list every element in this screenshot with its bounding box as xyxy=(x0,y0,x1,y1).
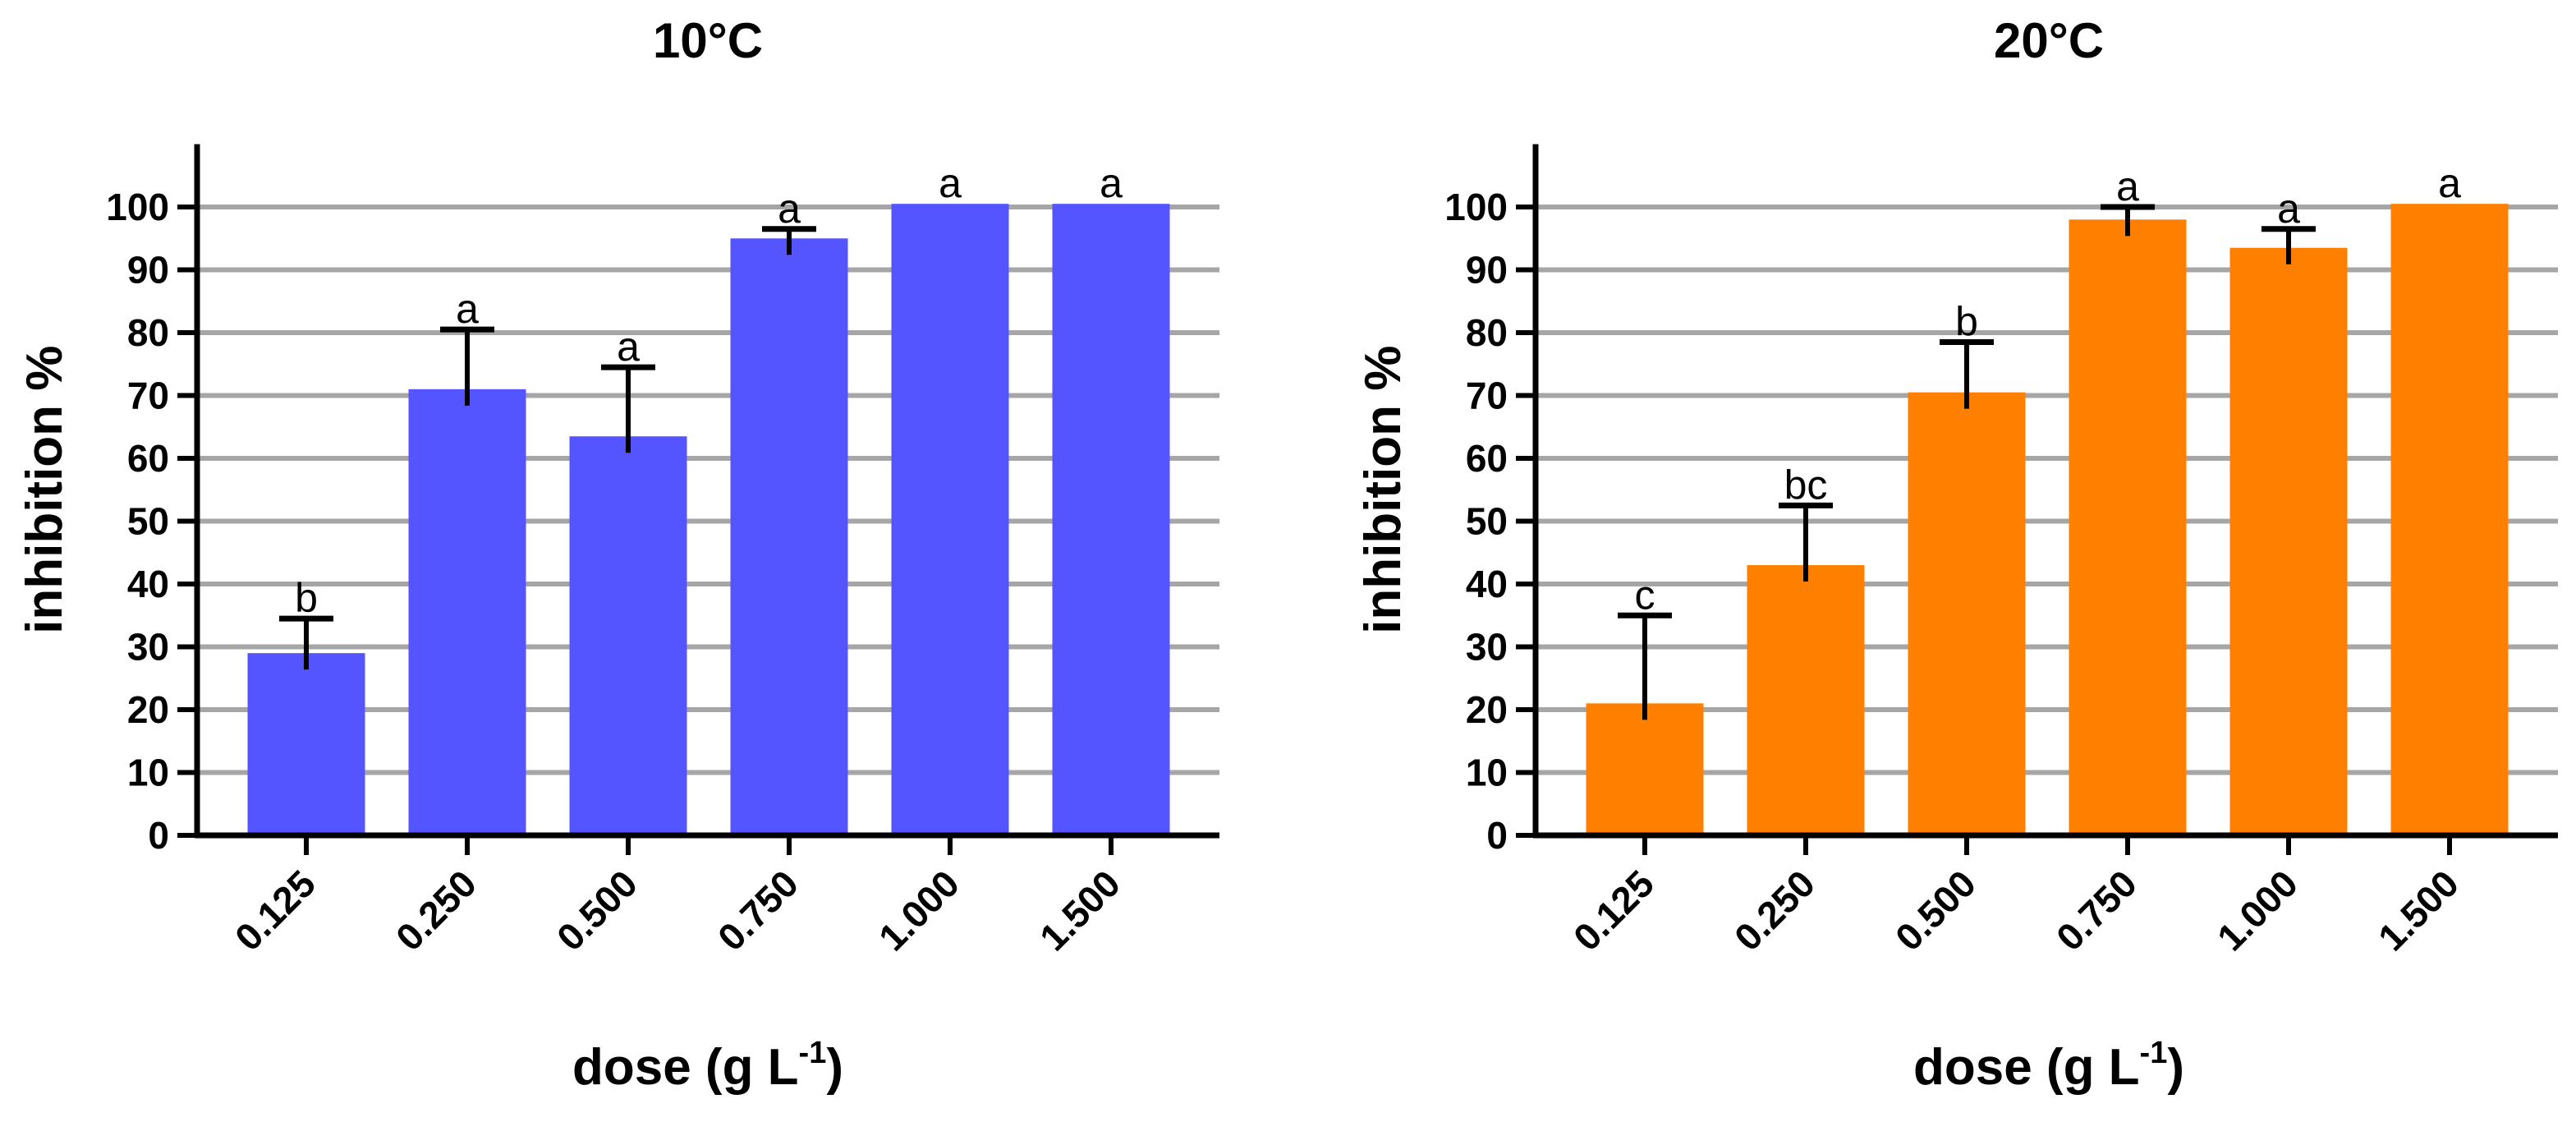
panel-20c: 20°C 0 10 20 30 40 50 60 70 80 90 100 c 0.125 bc 0.250 b… xyxy=(1355,13,2558,1096)
bar xyxy=(2390,204,2509,836)
significance-letter: a xyxy=(939,160,962,206)
x-axis-label-main: dose (g L xyxy=(572,1039,799,1096)
x-tick-label: 0.500 xyxy=(549,862,645,959)
y-axis-label: inhibition % xyxy=(16,346,73,634)
x-axis-label-close: ) xyxy=(826,1039,843,1096)
bar xyxy=(1586,703,1704,835)
y-axis-label: inhibition % xyxy=(1355,346,1412,634)
x-axis-label-main: dose (g L xyxy=(1913,1039,2140,1096)
x-tick-label: 0.250 xyxy=(388,862,484,959)
x-tick-label: 0.250 xyxy=(1726,862,1823,959)
y-tick-label: 50 xyxy=(127,500,169,543)
y-tick-label: 50 xyxy=(1466,500,1508,543)
x-tick-label: 0.750 xyxy=(709,862,806,959)
y-tick-label: 0 xyxy=(148,814,169,857)
y-tick-label: 10 xyxy=(127,752,169,794)
significance-letter: a xyxy=(1100,160,1123,206)
x-tick-label: 1.000 xyxy=(870,862,967,959)
y-tick-label: 10 xyxy=(1466,752,1508,794)
y-tick-label: 30 xyxy=(127,626,169,669)
y-tick-label: 40 xyxy=(1466,563,1508,605)
bar xyxy=(1052,204,1170,836)
significance-letter: a xyxy=(778,186,801,232)
bar xyxy=(1908,392,2026,835)
x-tick-label: 1.500 xyxy=(2370,862,2467,959)
y-tick-label: 90 xyxy=(127,249,169,292)
y-tick-label: 100 xyxy=(1444,186,1508,228)
y-tick-label: 70 xyxy=(1466,375,1508,417)
significance-letter: a xyxy=(2116,163,2139,209)
bar xyxy=(408,389,526,836)
y-tick-label: 70 xyxy=(127,375,169,417)
x-tick-label: 1.000 xyxy=(2209,862,2306,959)
bar xyxy=(1747,565,1865,835)
x-tick-label: 0.125 xyxy=(227,862,324,959)
significance-letter: c xyxy=(1635,572,1655,618)
x-tick-label: 1.500 xyxy=(1031,862,1128,959)
significance-letter: a xyxy=(456,286,479,332)
x-tick-label: 0.125 xyxy=(1565,862,1662,959)
bar xyxy=(730,238,848,835)
x-axis-label: dose (g L-1) xyxy=(572,1036,843,1096)
bar xyxy=(569,436,687,835)
y-tick-label: 80 xyxy=(127,311,169,354)
y-tick-label: 0 xyxy=(1486,814,1508,857)
x-axis-label-superscript: -1 xyxy=(799,1036,827,1070)
x-axis-label-superscript: -1 xyxy=(2140,1036,2168,1070)
x-axis-label-close: ) xyxy=(2167,1039,2184,1096)
significance-letter: a xyxy=(2438,160,2461,206)
y-tick-label: 60 xyxy=(127,437,169,480)
y-tick-label: 80 xyxy=(1466,311,1508,354)
y-tick-label: 40 xyxy=(127,563,169,605)
y-tick-label: 20 xyxy=(127,688,169,731)
y-tick-label: 20 xyxy=(1466,688,1508,731)
y-tick-label: 30 xyxy=(1466,626,1508,669)
x-axis-label: dose (g L-1) xyxy=(1913,1036,2184,1096)
y-tick-label: 90 xyxy=(1466,249,1508,292)
x-tick-label: 0.750 xyxy=(2048,862,2145,959)
bar xyxy=(2069,219,2187,835)
y-tick-label: 60 xyxy=(1466,437,1508,480)
x-tick-label: 0.500 xyxy=(1887,862,1984,959)
significance-letter: b xyxy=(295,575,318,621)
significance-letter: bc xyxy=(1784,462,1828,508)
chart-title: 20°C xyxy=(1994,13,2104,68)
panel-10c: 10°C 0 10 20 30 40 50 60 70 80 90 100 b 0.125 a 0.250 a 0… xyxy=(16,13,1219,1096)
chart-title: 10°C xyxy=(653,13,763,68)
y-tick-label: 100 xyxy=(106,186,169,228)
significance-letter: a xyxy=(2277,186,2300,232)
bar xyxy=(891,204,1009,836)
significance-letter: b xyxy=(1955,298,1978,344)
bar xyxy=(247,653,365,835)
significance-letter: a xyxy=(617,324,640,370)
bar xyxy=(2229,247,2348,836)
